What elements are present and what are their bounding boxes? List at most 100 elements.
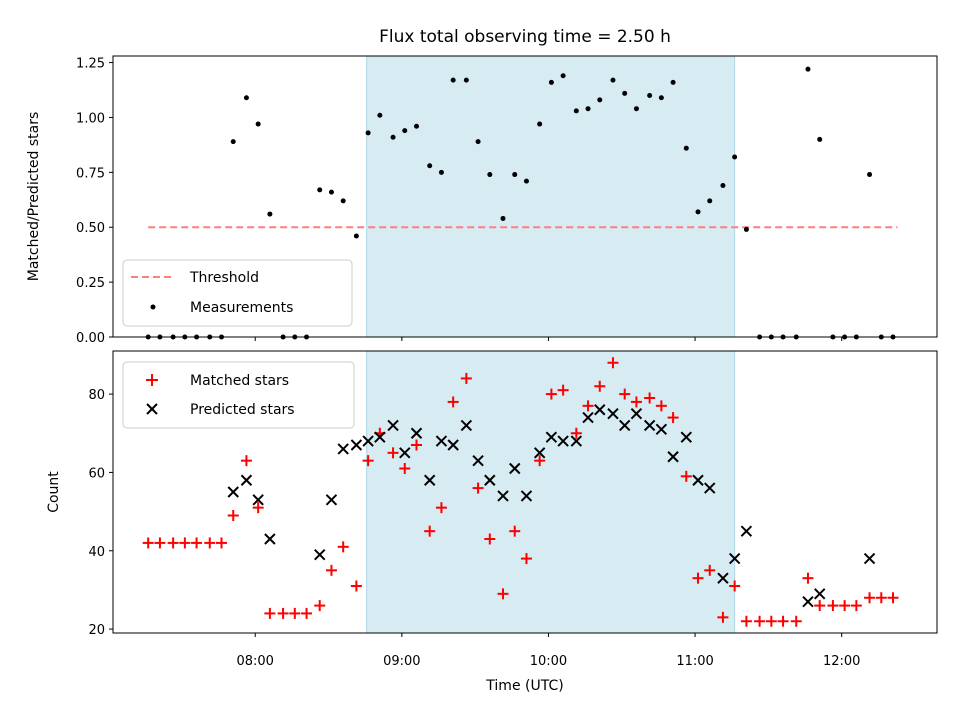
matched-star-point: [435, 502, 447, 514]
matched-star-point: [680, 470, 692, 482]
predicted-star-point: [557, 435, 569, 447]
predicted-star-point: [533, 447, 546, 459]
bottom-legend: Matched stars Predicted stars: [122, 361, 355, 429]
predicted-star-point: [399, 447, 411, 459]
matched-star-point: [570, 427, 582, 439]
predicted-star-point: [570, 435, 583, 447]
top-x-axis-ticks: [254, 337, 843, 341]
matched-star-point: [240, 455, 252, 467]
predicted-stars-series: [227, 404, 876, 608]
measurement-point: [523, 178, 529, 184]
matched-star-point: [289, 607, 301, 619]
predicted-star-point: [520, 490, 533, 502]
measurement-point: [328, 189, 334, 195]
legend-predicted-label: Predicted stars: [190, 402, 295, 418]
matched-star-point: [557, 384, 569, 396]
top-y-tick-label: 0.75: [76, 166, 105, 181]
bottom-plot-frame: [112, 350, 938, 634]
matched-star-point: [864, 592, 876, 604]
measurement-point: [720, 183, 726, 189]
matched-star-point: [277, 607, 289, 619]
measurement-point: [597, 97, 603, 103]
matched-star-point: [729, 580, 741, 592]
top-y-tick-label: 1.00: [76, 111, 105, 126]
legend-measurements-label: Measurements: [190, 300, 293, 316]
bottom-y-axis-ticks: 20 40 60 80: [88, 388, 113, 638]
matched-star-point: [314, 600, 326, 612]
predicted-star-point: [630, 407, 643, 420]
matched-stars-series: [142, 357, 899, 627]
measurement-point: [317, 187, 323, 193]
predicted-star-point: [582, 411, 594, 424]
measurement-point: [585, 106, 591, 112]
measurement-point: [548, 79, 554, 85]
predicted-star-point: [460, 419, 473, 432]
measurement-point: [867, 172, 873, 178]
measurement-point: [707, 198, 713, 204]
matched-star-point: [142, 537, 154, 549]
legend-threshold-label: Threshold: [189, 270, 259, 286]
matched-star-point: [460, 372, 472, 384]
measurement-point: [695, 209, 701, 215]
measurement-point: [438, 169, 444, 175]
measurement-point: [450, 77, 456, 83]
top-panel: 0.00 0.25 0.50 0.75 1.00 1.25 Matched/Predict…: [26, 55, 938, 346]
x-tick-label: 09:00: [383, 654, 420, 669]
matched-star-point: [301, 607, 313, 619]
matched-star-point: [790, 615, 802, 627]
predicted-star-point: [337, 443, 349, 455]
matched-star-point: [154, 537, 166, 549]
measurement-point: [353, 233, 359, 239]
predicted-star-point: [692, 474, 704, 486]
matched-star-point: [424, 525, 436, 537]
matched-star-point: [607, 357, 619, 369]
bottom-y-tick-label: 80: [88, 388, 105, 403]
matched-star-point: [337, 541, 349, 553]
predicted-star-point: [618, 419, 631, 432]
matched-star-point: [520, 553, 532, 565]
predicted-star-point: [509, 462, 521, 475]
measurement-point: [340, 198, 346, 204]
measurement-point: [573, 108, 579, 114]
top-plot-frame: [112, 55, 938, 338]
top-y-axis-ticks: 0.00 0.25 0.50 0.75 1.00 1.25: [76, 57, 113, 346]
measurement-point: [500, 215, 506, 221]
matched-star-point: [692, 572, 704, 584]
bottom-y-axis-label: Count: [46, 471, 62, 513]
predicted-star-point: [717, 572, 729, 584]
matched-star-point: [362, 455, 374, 467]
matched-star-point: [509, 525, 521, 537]
measurement-point: [390, 134, 396, 140]
measurement-point: [537, 121, 543, 127]
measurement-point: [670, 79, 676, 85]
matched-star-point: [484, 533, 496, 545]
bottom-panel: 20 40 60 80 08:00 09:00 10:00 11:00 12:00 Count…: [46, 350, 938, 694]
matched-star-point: [630, 396, 642, 408]
measurement-point: [610, 77, 616, 83]
measurement-point: [243, 95, 249, 101]
measurement-point: [622, 90, 628, 96]
matched-star-point: [191, 537, 203, 549]
matched-star-point: [534, 455, 546, 467]
legend-measurements-swatch: [150, 304, 156, 310]
predicted-star-point: [802, 595, 814, 608]
matched-star-point: [814, 600, 826, 612]
matched-star-point: [827, 600, 839, 612]
matched-star-point: [215, 537, 227, 549]
predicted-star-point: [594, 404, 606, 416]
predicted-star-point: [863, 552, 876, 565]
bottom-y-tick-label: 60: [88, 466, 105, 481]
matched-star-point: [179, 537, 191, 549]
predicted-star-point: [472, 454, 484, 467]
matched-star-point: [264, 607, 276, 619]
measurement-point: [267, 211, 273, 217]
predicted-star-point: [667, 451, 679, 463]
matched-star-point: [594, 380, 606, 392]
x-tick-label: 12:00: [823, 654, 860, 669]
measurement-point: [475, 139, 481, 145]
measurement-point: [560, 73, 566, 79]
measurement-point: [487, 172, 493, 178]
top-legend: Threshold Measurements: [122, 259, 353, 327]
matched-star-point: [167, 537, 179, 549]
